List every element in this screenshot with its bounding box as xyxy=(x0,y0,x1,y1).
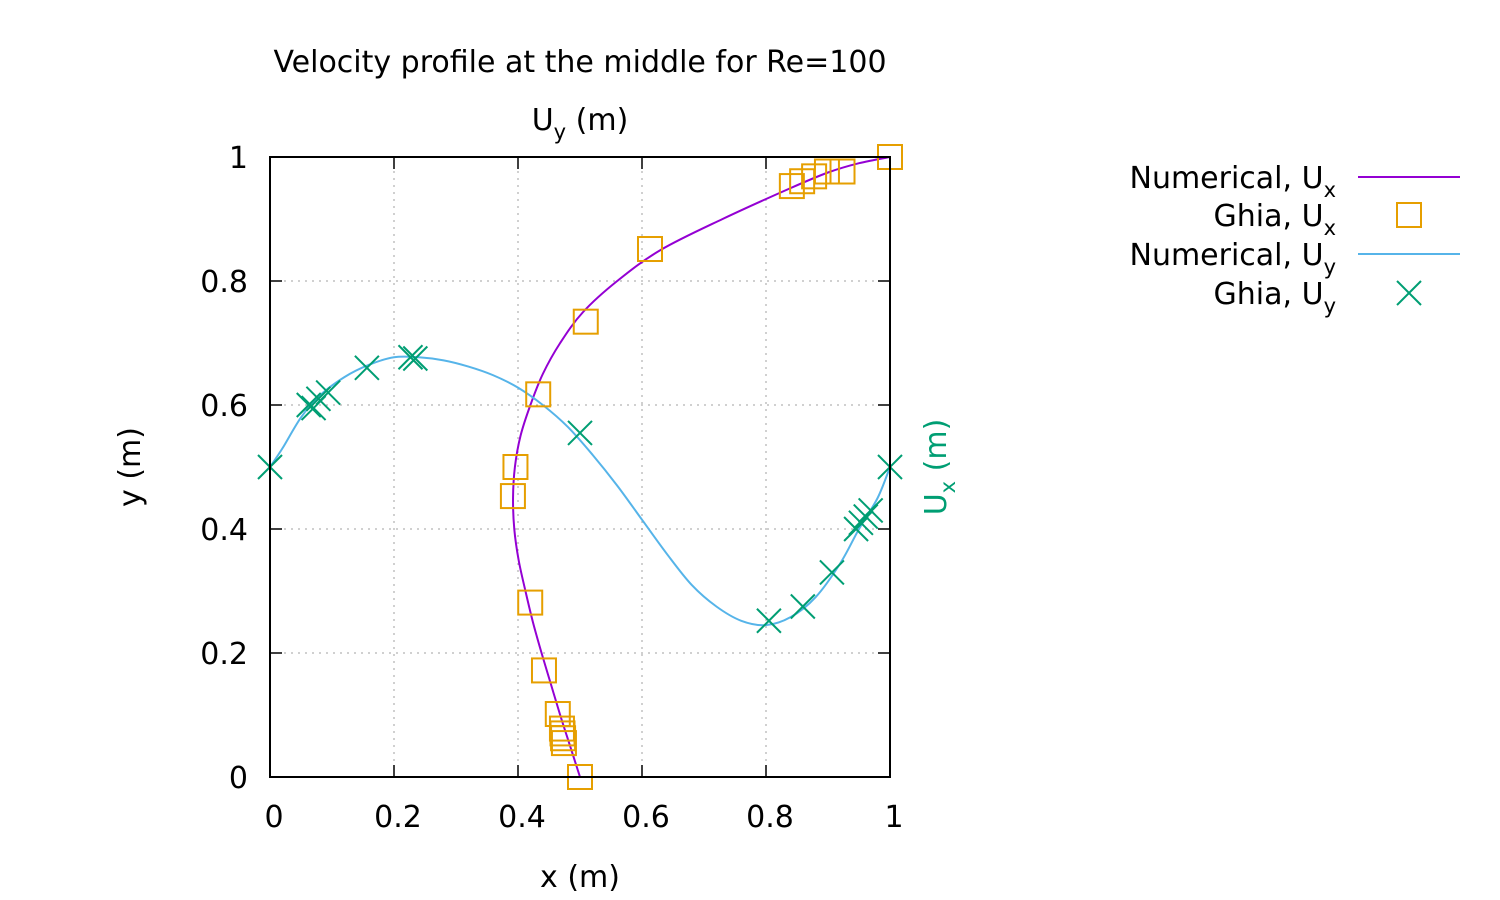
data-point-square xyxy=(544,701,571,728)
data-point-cross xyxy=(567,420,593,446)
cross-stroke xyxy=(567,420,593,446)
data-point-cross xyxy=(819,559,845,586)
cross-stroke xyxy=(857,497,884,524)
cross-stroke xyxy=(402,345,429,372)
data-point-square xyxy=(550,725,577,752)
data-point-square xyxy=(517,589,544,616)
data-point-cross xyxy=(857,497,884,524)
data-point-square xyxy=(530,657,557,684)
x-tick-label: 0.8 xyxy=(746,800,794,835)
data-point-cross xyxy=(756,608,782,634)
data-point-square xyxy=(813,158,840,185)
legend-label: Numerical, Ux xyxy=(1130,161,1337,202)
y-tick-label: 0.6 xyxy=(200,389,248,424)
cross-stroke xyxy=(315,379,341,406)
y-tick-label: 1 xyxy=(229,141,248,176)
y-tick-label: 0.4 xyxy=(200,513,248,548)
series-line-0 xyxy=(512,156,891,778)
x-tick-label: 0 xyxy=(264,800,283,835)
data-point-square xyxy=(525,381,552,408)
cross-stroke xyxy=(1396,280,1422,306)
cross-stroke xyxy=(790,593,816,620)
data-point-cross xyxy=(397,344,424,370)
data-point-square xyxy=(572,308,599,335)
data-point-square xyxy=(778,173,805,200)
data-point-square xyxy=(829,158,856,185)
x-axis-label: x (m) xyxy=(540,860,620,895)
x2-axis-label: Uy (m) xyxy=(532,103,629,144)
grid xyxy=(270,157,890,777)
cross-stroke xyxy=(756,608,782,634)
cross-stroke xyxy=(354,355,380,381)
y-axis-label: y (m) xyxy=(113,427,148,507)
cross-stroke xyxy=(819,559,845,586)
series-line-2 xyxy=(269,355,891,627)
y-tick-label: 0.2 xyxy=(200,637,248,672)
data-point-cross xyxy=(315,379,341,406)
ticks: 0 0.2 0.4 0.6 0.8 1 0 0.2 0.4 0.6 0.8 1 xyxy=(200,141,903,835)
plot-area xyxy=(257,144,903,790)
x-tick-label: 0.2 xyxy=(374,800,422,835)
legend-swatch-cross xyxy=(1396,280,1422,306)
legend-label: Numerical, Uy xyxy=(1130,238,1337,279)
x-tick-label: 0.6 xyxy=(622,800,670,835)
y-tick-label: 0.8 xyxy=(200,265,248,300)
legend-swatch-square xyxy=(1396,202,1422,228)
chart-title: Velocity profile at the middle for Re=10… xyxy=(273,45,886,80)
x-tick-label: 1 xyxy=(884,800,903,835)
y2-axis-label: Ux (m) xyxy=(919,419,960,516)
plot-frame xyxy=(269,156,891,778)
y-tick-label: 0 xyxy=(229,761,248,796)
data-point-cross xyxy=(402,345,429,372)
x-tick-label: 0.4 xyxy=(498,800,546,835)
data-point-cross xyxy=(790,593,816,620)
data-point-square xyxy=(548,715,575,742)
data-point-cross xyxy=(354,355,380,381)
data-point-square xyxy=(499,483,526,510)
cross-stroke xyxy=(397,344,424,370)
legend-label: Ghia, Uy xyxy=(1214,277,1336,318)
legend-label: Ghia, Ux xyxy=(1214,199,1336,240)
data-point-square xyxy=(502,454,529,480)
data-point-square xyxy=(636,236,663,263)
